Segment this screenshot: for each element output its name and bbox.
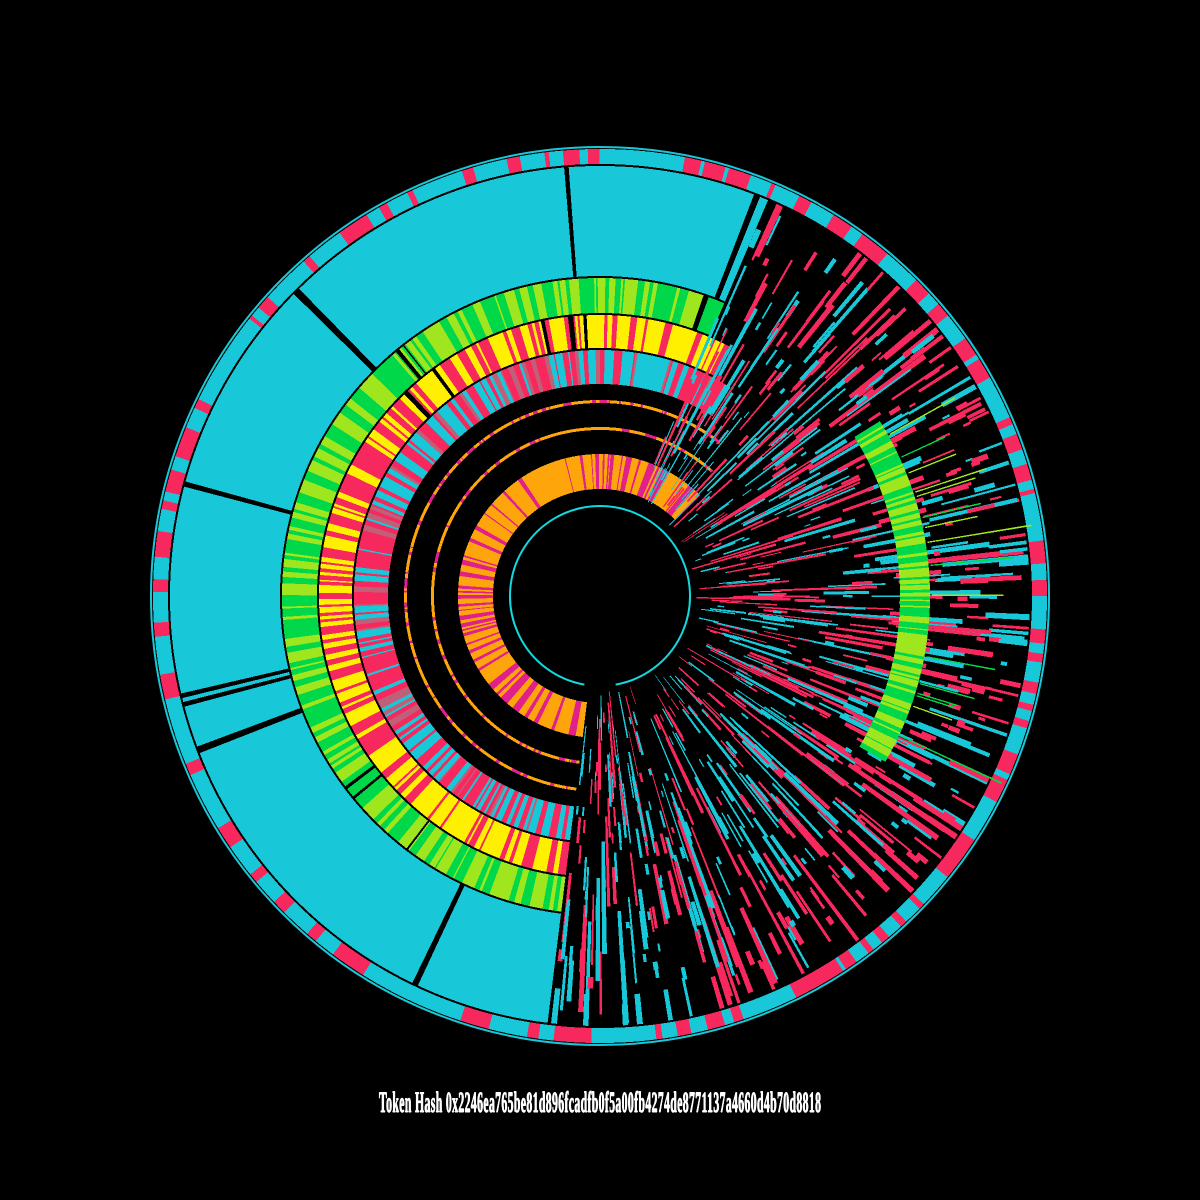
ring-thin-orange-a	[403, 399, 721, 791]
ring-yellow-pink	[318, 314, 732, 875]
green-accent-layer	[854, 397, 1032, 784]
ring-cyan-body	[170, 166, 769, 1023]
caption: Token Hash 0x2246ea765be81d896fcadfb0f5a…	[0, 1086, 1200, 1120]
ring-outer-rim	[153, 148, 1048, 1044]
green-long-rays	[889, 397, 1032, 784]
hub-core	[511, 507, 689, 685]
token-hash-caption: Token Hash 0x2246ea765be81d896fcadfb0f5a…	[378, 1086, 822, 1119]
ring-green-lime	[281, 277, 725, 912]
outline-layer	[150, 146, 1050, 1046]
green-arc-right	[854, 421, 931, 762]
outer-boundary-stroke	[150, 146, 1050, 1046]
ring-thin-orange-b	[430, 427, 714, 764]
hub-outline	[509, 504, 691, 686]
ring-layer	[153, 148, 1048, 1044]
hub-layer	[509, 504, 691, 686]
